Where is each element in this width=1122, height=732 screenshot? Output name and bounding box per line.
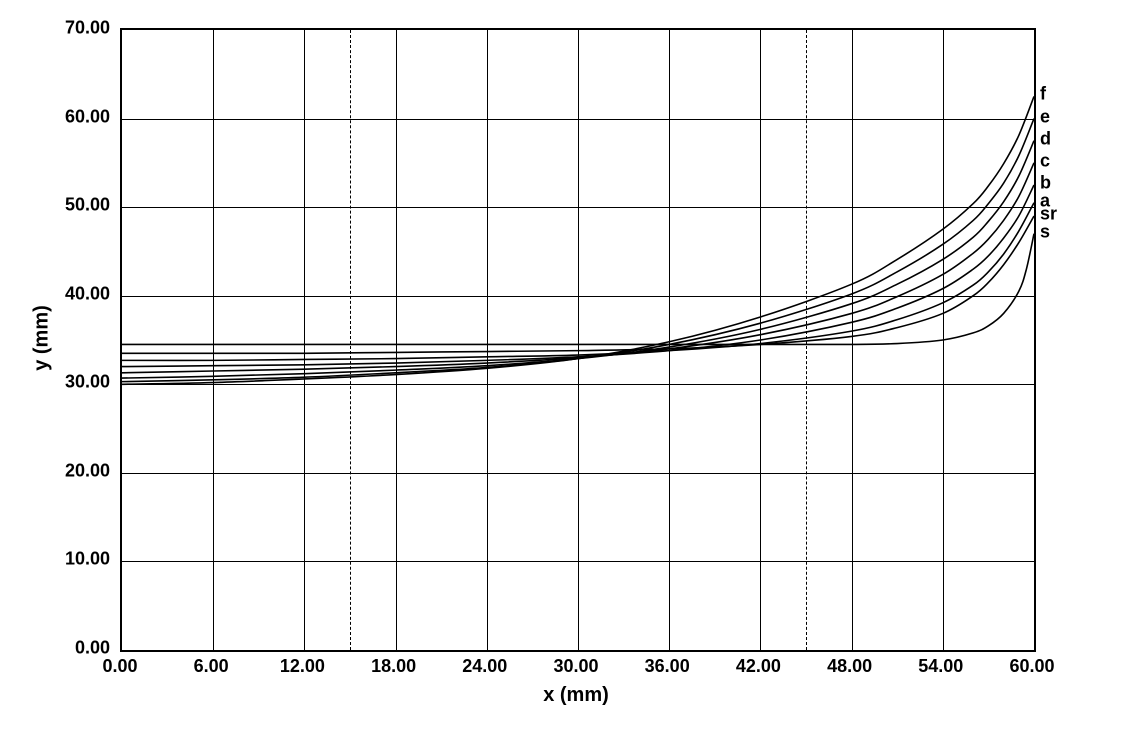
- y-tick-label: 20.00: [65, 460, 110, 481]
- series-label-d: d: [1040, 128, 1051, 149]
- gridline-vertical: [669, 30, 670, 650]
- series-label-e: e: [1040, 106, 1050, 127]
- gridline-vertical: [852, 30, 853, 650]
- x-tick-label: 36.00: [645, 656, 690, 677]
- y-tick-label: 70.00: [65, 18, 110, 39]
- plot-area: [120, 28, 1036, 652]
- x-tick-label: 30.00: [553, 656, 598, 677]
- y-tick-label: 30.00: [65, 372, 110, 393]
- x-tick-label: 6.00: [194, 656, 229, 677]
- y-axis-label: y (mm): [31, 305, 54, 371]
- y-tick-label: 60.00: [65, 106, 110, 127]
- y-tick-label: 0.00: [75, 638, 110, 659]
- x-tick-label: 0.00: [102, 656, 137, 677]
- gridline-vertical: [304, 30, 305, 650]
- gridline-vertical: [943, 30, 944, 650]
- x-tick-label: 12.00: [280, 656, 325, 677]
- series-label-c: c: [1040, 150, 1050, 171]
- x-axis-label: x (mm): [543, 684, 609, 707]
- gridline-vertical: [487, 30, 488, 650]
- x-tick-label: 24.00: [462, 656, 507, 677]
- chart-container: 0.00 6.00 12.00 18.00 24.00 30.00 36.00 42.00 48…: [0, 0, 1122, 732]
- gridline-vertical: [760, 30, 761, 650]
- series-label-f: f: [1040, 84, 1046, 105]
- x-tick-label: 18.00: [371, 656, 416, 677]
- gridline-vertical-dashed: [578, 30, 579, 650]
- y-tick-label: 10.00: [65, 549, 110, 570]
- x-tick-label: 54.00: [918, 656, 963, 677]
- x-tick-label: 60.00: [1009, 656, 1054, 677]
- gridline-vertical: [213, 30, 214, 650]
- series-label-b: b: [1040, 173, 1051, 194]
- x-tick-label: 42.00: [736, 656, 781, 677]
- y-tick-label: 40.00: [65, 283, 110, 304]
- gridline-vertical-dashed: [350, 30, 351, 650]
- y-tick-label: 50.00: [65, 195, 110, 216]
- gridline-vertical: [396, 30, 397, 650]
- gridline-vertical-dashed: [806, 30, 807, 650]
- x-tick-label: 48.00: [827, 656, 872, 677]
